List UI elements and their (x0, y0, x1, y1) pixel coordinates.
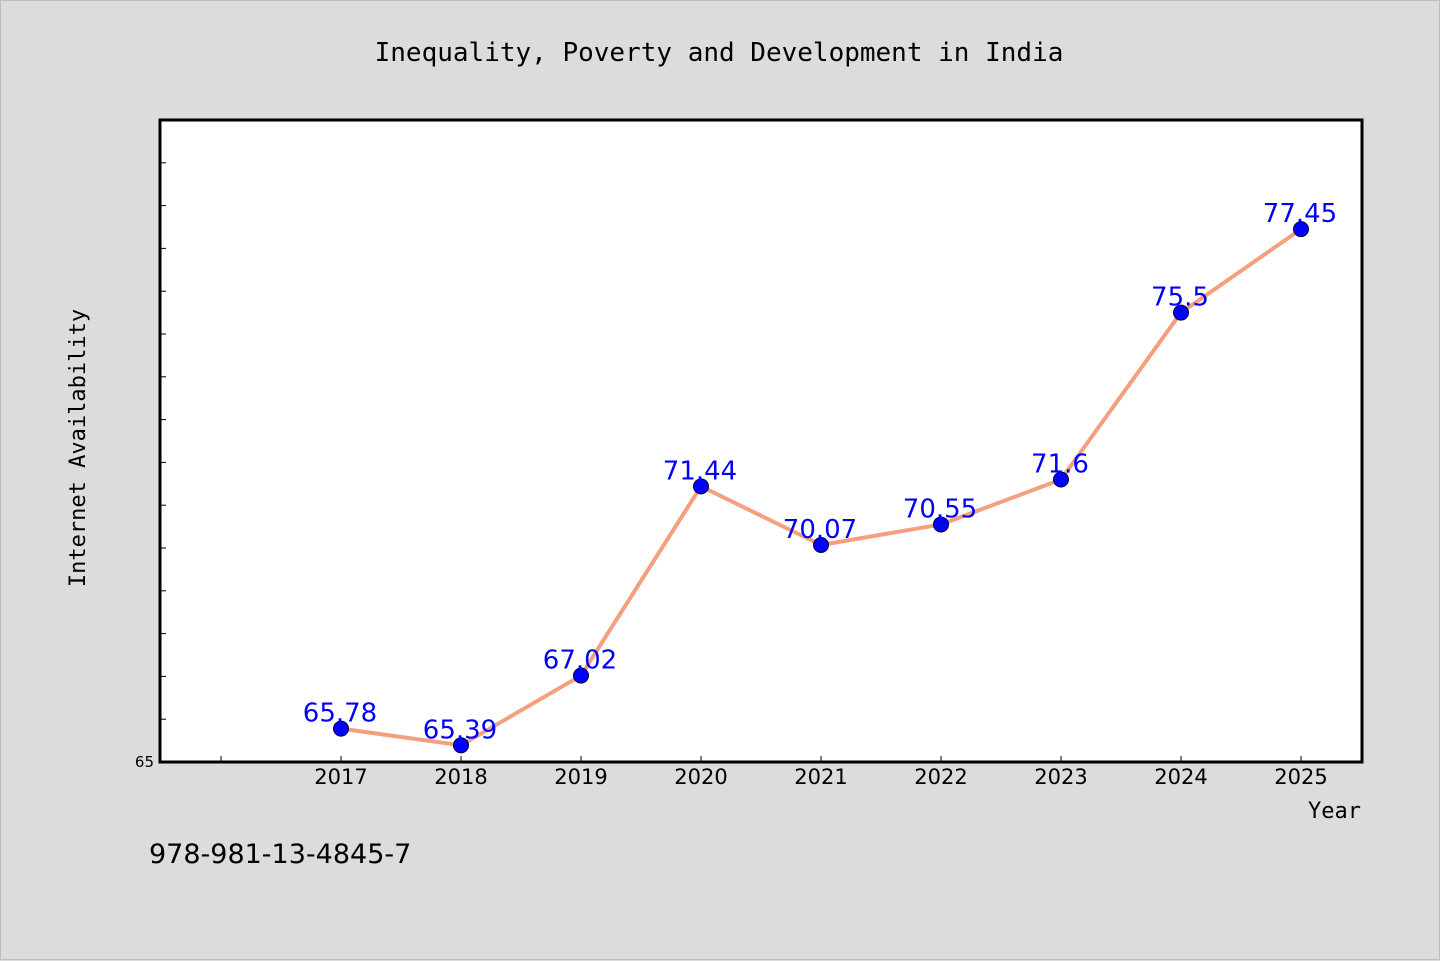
x-tick-label: 2019 (554, 765, 607, 789)
data-point (1053, 471, 1069, 488)
x-axis-label: Year (1308, 799, 1361, 824)
x-tick-label: 2024 (1154, 765, 1207, 789)
chart-title: Inequality, Poverty and Development in I… (375, 38, 1064, 68)
data-point (933, 516, 949, 533)
data-label: 65.78 (303, 699, 377, 729)
x-axis-ticks: 2017 2018 2019 2020 2021 2022 2023 2024 2025 (220, 756, 1328, 789)
data-labels: 65.78 65.39 67.02 71.44 70.07 70.55 71.6 75.5 77… (303, 199, 1337, 745)
data-point (1293, 221, 1309, 238)
data-label: 71.44 (663, 456, 737, 486)
data-point (1173, 304, 1189, 321)
data-label: 77.45 (1263, 199, 1337, 229)
data-label: 75.5 (1151, 283, 1209, 313)
x-tick-label: 2022 (914, 765, 967, 789)
data-label: 70.07 (783, 515, 857, 545)
y-axis-label: Internet Availability (66, 309, 91, 587)
data-point (333, 720, 349, 737)
series-group (333, 221, 1309, 754)
x-tick-label: 2023 (1034, 765, 1087, 789)
data-label: 71.6 (1031, 450, 1089, 480)
y-axis-ticks (159, 162, 166, 720)
data-point (573, 667, 589, 684)
x-tick-label: 2017 (314, 765, 367, 789)
data-point (693, 478, 709, 495)
y-tick-label-min: 65 (135, 753, 154, 771)
footer-isbn: 978-981-13-4845-7 (149, 839, 411, 870)
data-point (453, 737, 469, 754)
data-label: 70.55 (903, 494, 977, 524)
x-tick-label: 2025 (1274, 765, 1327, 789)
data-point (813, 537, 829, 554)
data-label: 65.39 (423, 715, 497, 745)
x-tick-label: 2018 (434, 765, 487, 789)
x-tick-label: 2020 (674, 765, 727, 789)
data-label: 67.02 (543, 646, 617, 676)
plot-area (158, 118, 1364, 764)
x-tick-label: 2021 (794, 765, 847, 789)
